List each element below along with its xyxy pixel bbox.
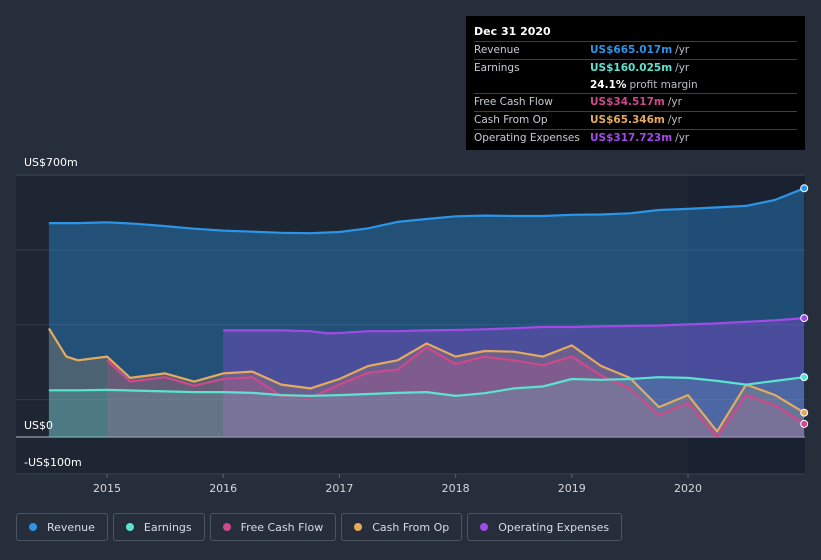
- free-cash-flow-area: [107, 347, 805, 437]
- y-axis-zero-label: US$0: [24, 419, 53, 432]
- tooltip-row: 24.1% profit margin: [474, 77, 797, 94]
- earnings-endpoint: [800, 373, 809, 382]
- tooltip-row-unit: /yr: [675, 131, 690, 144]
- operating-expenses-line: [223, 317, 805, 335]
- tooltip-row-label: Cash From Op: [474, 114, 548, 127]
- legend-dot-icon: [125, 523, 134, 531]
- tooltip-row-unit: profit margin: [629, 78, 698, 91]
- cash-from-op-line: [47, 327, 805, 433]
- legend-item-cash-from-op[interactable]: Cash From Op: [341, 513, 463, 541]
- tooltip-row-label: Free Cash Flow: [474, 96, 553, 109]
- tooltip-row-unit: /yr: [667, 96, 682, 109]
- legend-label: Free Cash Flow: [240, 520, 324, 534]
- tooltip-row-value: 24.1%: [590, 78, 627, 91]
- legend-item-earnings[interactable]: Earnings: [112, 513, 205, 541]
- revenue-line: [48, 187, 805, 235]
- revenue-endpoint: [800, 184, 809, 193]
- tooltip-row-unit: /yr: [675, 61, 690, 74]
- tooltip-row-value: US$160.025m: [590, 61, 673, 74]
- legend-dot-icon: [29, 523, 37, 531]
- tooltip-row: Operating Expenses US$317.723m/yr: [474, 128, 797, 147]
- tooltip-row-value: US$65.346m: [590, 114, 665, 127]
- legend-dot-icon: [480, 523, 489, 531]
- legend-item-free-cash-flow[interactable]: Free Cash Flow: [209, 513, 337, 541]
- legend-dot-icon: [222, 523, 231, 531]
- chart-plot: US$700m US$0 -US$100m 2015 2016 2017 2018 20…: [16, 156, 809, 495]
- x-tick-label: 2017: [325, 482, 353, 495]
- tooltip-row-label: Earnings: [474, 61, 520, 74]
- cash-from-op-area: [48, 328, 805, 437]
- tooltip-row: Earnings US$160.025m/yr: [474, 58, 797, 77]
- free-cash-flow-line: [106, 346, 805, 439]
- tooltip-row-label: [474, 77, 590, 94]
- tooltip-row: Free Cash Flow US$34.517m/yr: [474, 93, 797, 111]
- legend-label: Cash From Op: [372, 520, 450, 534]
- x-tick-label: 2019: [558, 482, 586, 495]
- y-axis-bottom-label: -US$100m: [24, 456, 82, 469]
- tooltip-row: Cash From Op US$65.346m/yr: [474, 111, 797, 129]
- x-tick-label: 2020: [674, 482, 702, 495]
- tooltip-row-unit: /yr: [675, 44, 690, 56]
- tooltip-row-value: US$665.017m: [590, 44, 673, 56]
- data-tooltip: Dec 31 2020 Revenue US$665.017m/yr Earning…: [466, 16, 805, 150]
- tooltip-row: Revenue US$665.017m/yr: [474, 41, 797, 59]
- free-cash-flow-endpoint: [800, 419, 809, 428]
- earnings-area: [48, 377, 805, 437]
- tooltip-row-value: US$34.517m: [590, 96, 665, 109]
- revenue-area: [48, 188, 805, 437]
- tooltip-row-unit: /yr: [667, 114, 682, 127]
- legend-label: Revenue: [47, 520, 95, 534]
- legend-item-operating-expenses[interactable]: Operating Expenses: [467, 513, 623, 541]
- legend-item-revenue[interactable]: Revenue: [16, 513, 108, 541]
- tooltip-row-label: Revenue: [474, 44, 520, 56]
- chart-legend: Revenue Earnings Free Cash Flow Cash From O…: [16, 513, 627, 543]
- operating-expenses-endpoint: [800, 314, 809, 323]
- y-axis-top-label: US$700m: [24, 156, 78, 169]
- earnings-line: [48, 376, 805, 397]
- cash-from-op-endpoint: [800, 408, 809, 417]
- tooltip-date: Dec 31 2020: [474, 25, 551, 38]
- tooltip-row-value: US$317.723m: [590, 131, 673, 144]
- legend-label: Operating Expenses: [498, 520, 610, 534]
- x-tick-label: 2015: [93, 482, 121, 495]
- x-tick-label: 2016: [209, 482, 237, 495]
- legend-label: Earnings: [143, 520, 192, 534]
- legend-dot-icon: [354, 523, 363, 531]
- tooltip-row-label: Operating Expenses: [474, 131, 580, 144]
- x-tick-label: 2018: [442, 482, 470, 495]
